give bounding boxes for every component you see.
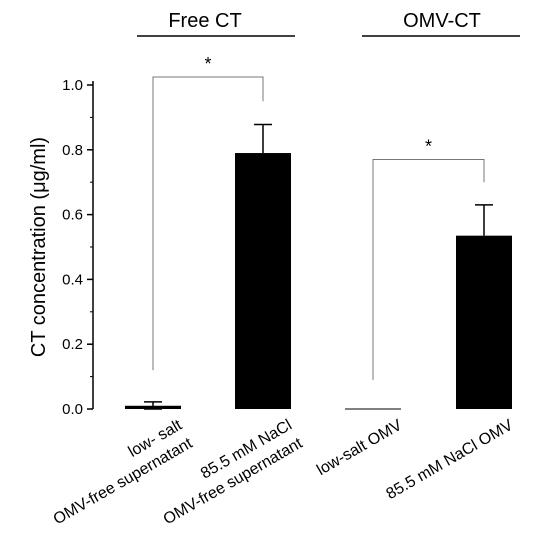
significance-brackets: ** xyxy=(152,54,485,380)
bars xyxy=(125,123,512,410)
bar xyxy=(456,235,512,409)
y-tick-label: 0.6 xyxy=(62,207,83,224)
significance-star: * xyxy=(425,137,432,157)
y-tick-label: 1.0 xyxy=(62,77,83,94)
significance-bracket xyxy=(372,159,485,380)
x-tick-label: low-salt OMV xyxy=(314,417,405,479)
significance-star: * xyxy=(204,54,211,74)
y-tick-label: 0.2 xyxy=(62,336,83,353)
y-axis: 0.0 0.2 0.4 0.6 0.8 1.0 xyxy=(62,77,94,418)
y-tick-label: 0.4 xyxy=(62,271,83,288)
group-headers: Free CT OMV-CT xyxy=(137,10,520,37)
y-tick-label: 0.8 xyxy=(62,142,83,159)
y-tick-label: 0.0 xyxy=(62,401,83,418)
significance-bracket xyxy=(152,76,264,371)
group-label-omv-ct: OMV-CT xyxy=(403,10,481,32)
y-axis-title: CT concentration (μg/ml) xyxy=(28,137,50,357)
bar xyxy=(235,153,291,409)
group-label-free-ct: Free CT xyxy=(168,10,241,32)
x-tick-labels: low- saltOMV-free supernatant 85.5 mM NaC… xyxy=(51,416,517,528)
